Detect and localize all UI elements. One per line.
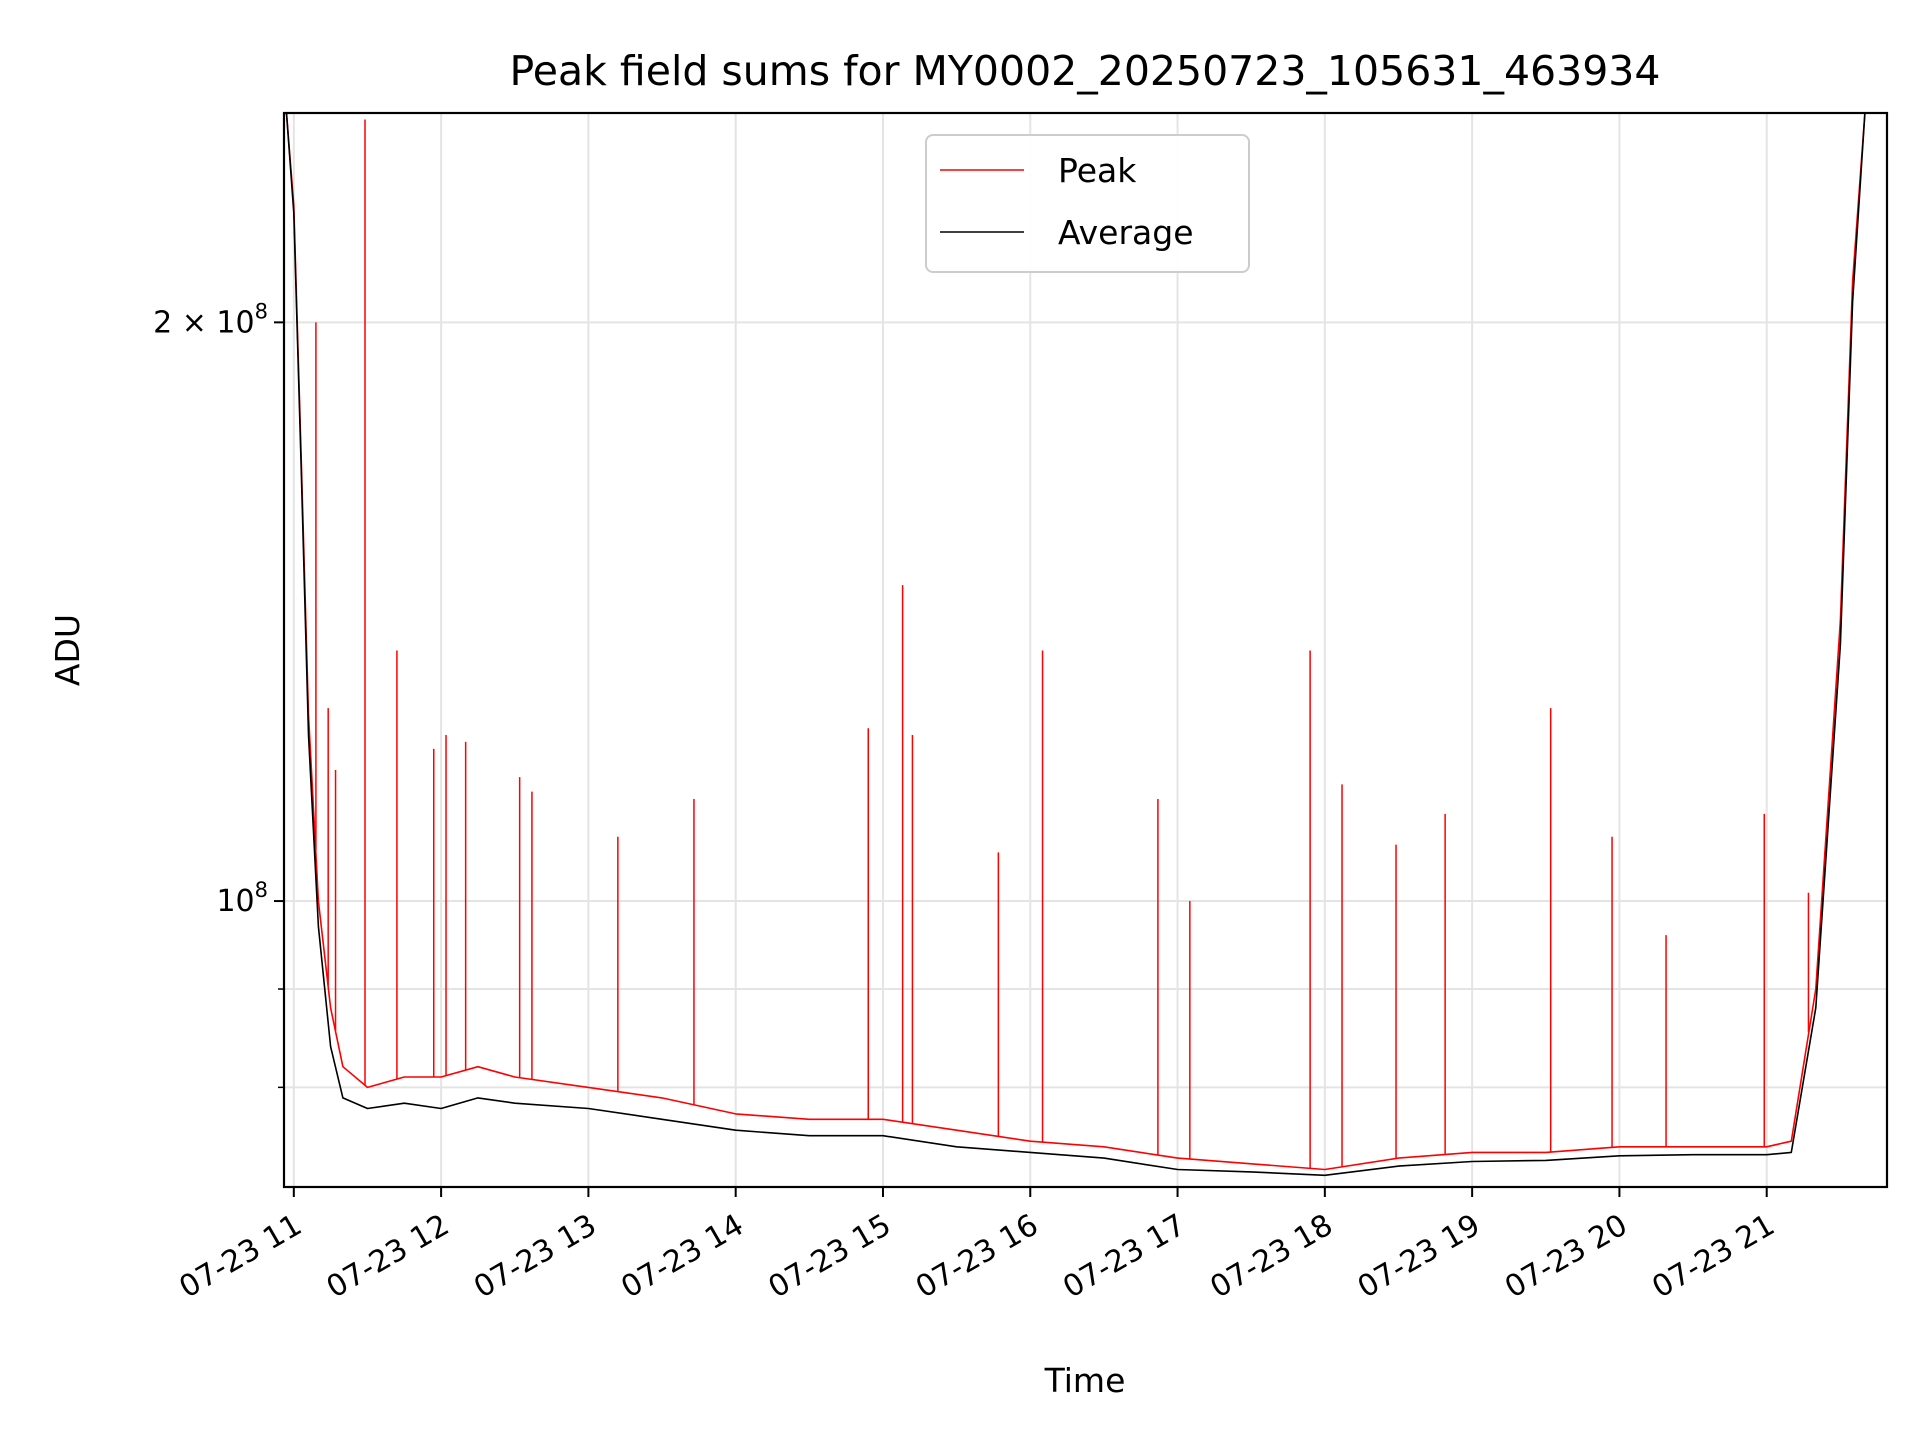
legend-label-average: Average — [1058, 213, 1194, 252]
y-axis-ticks: 108 2 × 108 — [153, 299, 284, 1089]
plot-frame — [282, 111, 1889, 1189]
y-tick-label: 108 — [216, 878, 268, 919]
series-line-average — [285, 113, 1866, 1177]
legend-label-peak: Peak — [1058, 151, 1137, 190]
data-layer — [285, 113, 1866, 1177]
legend: Peak Average — [925, 134, 1250, 273]
series-line-peak — [285, 113, 1866, 1171]
chart-title: Peak field sums for MY0002_20250723_1056… — [510, 47, 1661, 95]
y-tick-label: 2 × 108 — [153, 299, 268, 340]
x-axis-label: Time — [1044, 1361, 1126, 1400]
y-axis-label: ADU — [48, 614, 87, 686]
grid-layer — [284, 113, 1887, 1187]
